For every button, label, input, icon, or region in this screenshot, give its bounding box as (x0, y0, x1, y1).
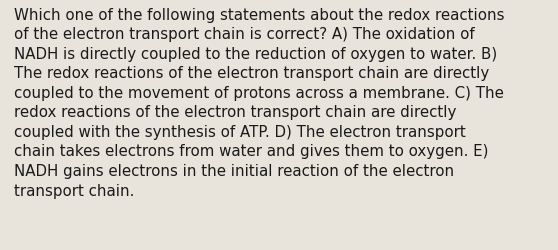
Text: Which one of the following statements about the redox reactions
of the electron : Which one of the following statements ab… (14, 8, 504, 198)
